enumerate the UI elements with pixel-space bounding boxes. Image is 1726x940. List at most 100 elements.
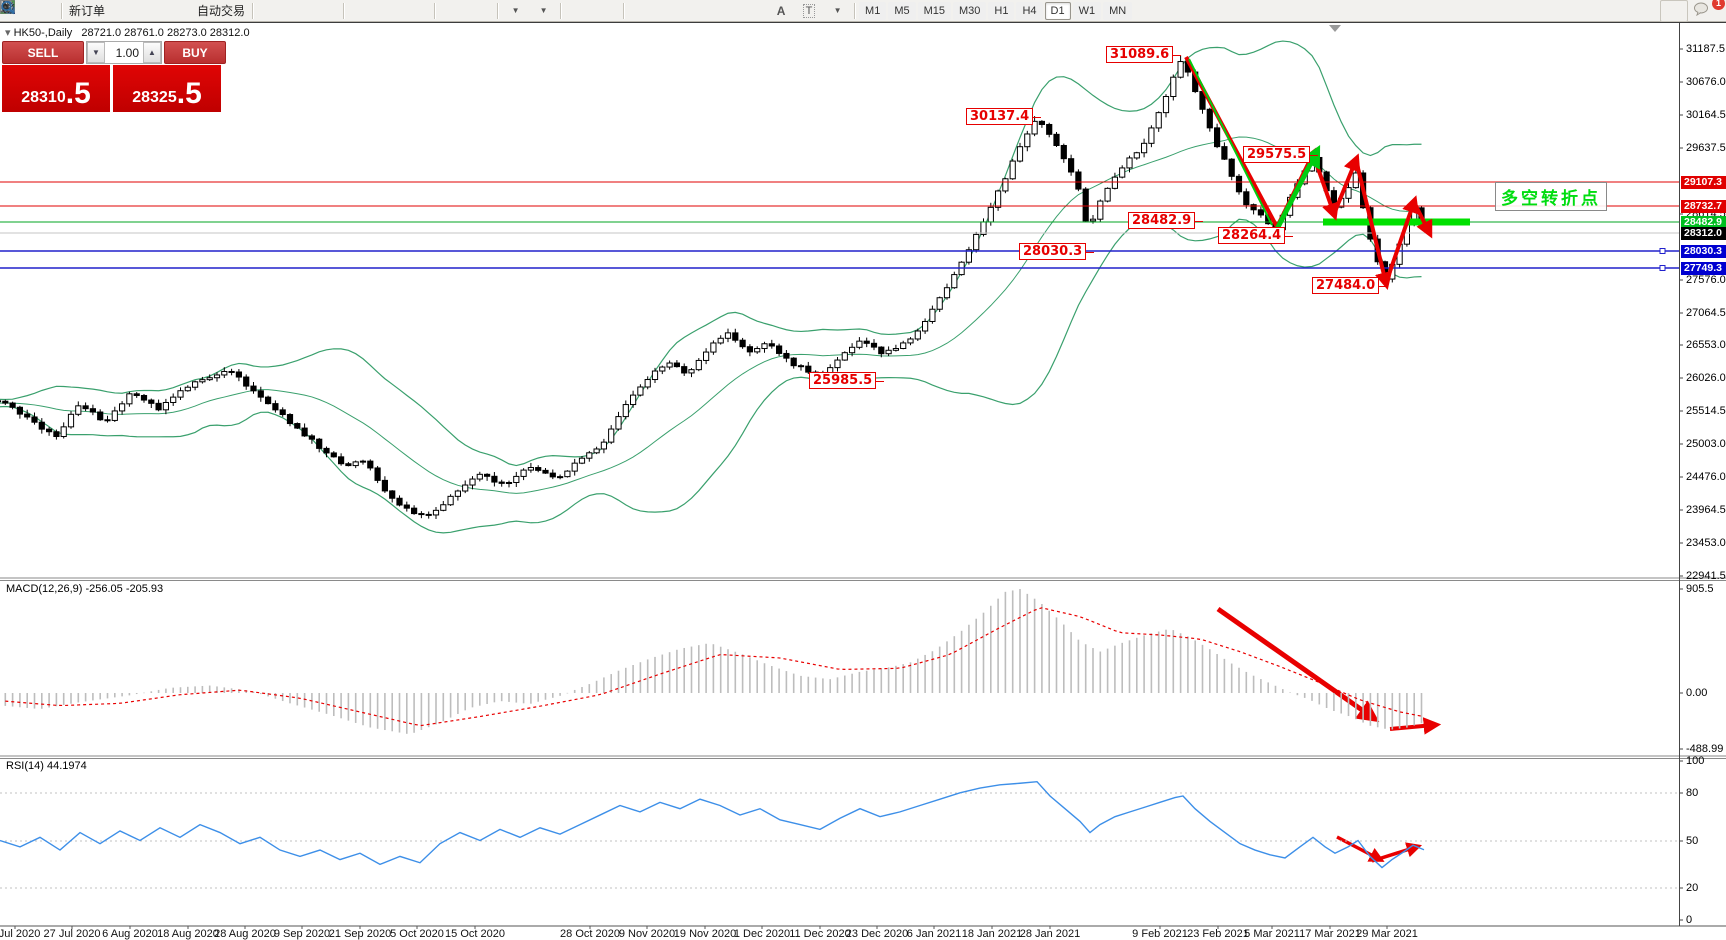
axis-tick-label: 31187.5 <box>1686 43 1725 55</box>
zoom-out-icon[interactable] <box>1 0 403 22</box>
bar-chart-mode-icon[interactable] <box>1 0 284 22</box>
date-axis-label: 18 Jan 2021 <box>961 928 1023 940</box>
macd-indicator <box>4 589 1423 734</box>
price-annotation[interactable]: 28030.3 <box>1019 243 1095 260</box>
indicators-icon[interactable]: ▼ <box>0 0 529 22</box>
channel-tool-icon[interactable]: E <box>0 0 739 22</box>
timeframe-button-M30[interactable]: M30 <box>953 1 987 20</box>
price-annotation[interactable]: 27484.0 <box>1312 277 1388 294</box>
notifications-icon[interactable]: 1 <box>1692 0 1725 22</box>
search-icon[interactable] <box>1 0 1688 22</box>
axis-tick-label: 27064.5 <box>1686 307 1726 319</box>
price-annotation[interactable]: 31089.6 <box>1106 46 1182 63</box>
date-axis-label: 28 Aug 2020 <box>214 928 276 940</box>
sell-price-panel[interactable]: 28310 .5 <box>2 65 110 112</box>
toolbar-separator <box>560 2 562 19</box>
date-axis-label: 11 Dec 2020 <box>789 928 851 940</box>
volume-increase-button[interactable]: ▲ <box>143 42 161 63</box>
window-splitter-handle[interactable] <box>1329 25 1341 32</box>
trendline-tool-icon[interactable] <box>1 0 711 22</box>
arrows-tool-icon[interactable]: ▼ <box>2 0 851 22</box>
tile-windows-icon[interactable] <box>0 0 431 22</box>
buy-button[interactable]: BUY <box>164 41 226 64</box>
profiles-icon[interactable] <box>1 0 58 22</box>
timeframe-button-MN[interactable]: MN <box>1103 1 1133 20</box>
periods-icon[interactable]: ▼ <box>1 0 557 22</box>
timeframe-button-H1[interactable]: H1 <box>988 1 1015 20</box>
timeframe-group: M1 M5 M15 M30 H1 H4 D1 W1 MN <box>858 1 1133 20</box>
new-order-label: 新订单 <box>69 4 106 18</box>
axis-tick-label: 80 <box>1686 787 1699 799</box>
signals-icon[interactable] <box>1 0 193 22</box>
text-tool-icon[interactable]: A <box>776 3 786 18</box>
timeframe-button-M5[interactable]: M5 <box>888 1 916 20</box>
timeframe-button-M1[interactable]: M1 <box>859 1 887 20</box>
auto-scroll-icon[interactable] <box>1 0 466 22</box>
date-axis-label: 9 Nov 2020 <box>618 928 676 940</box>
axis-tick-label: 0 <box>1686 914 1693 926</box>
date-axis-label: 9 Feb 2021 <box>1132 928 1188 940</box>
trend-arrow-drawings[interactable] <box>1184 56 1442 863</box>
date-axis-label: 17 Mar 2021 <box>1299 928 1361 940</box>
timeframe-button-M15[interactable]: M15 <box>917 1 951 20</box>
support-zone-bar[interactable] <box>1323 218 1470 226</box>
toolbar-separator <box>61 2 62 19</box>
price-annotation[interactable]: 28482.9 <box>1128 212 1204 229</box>
line-chart-mode-icon[interactable] <box>0 0 340 22</box>
axis-tick-label: 25003.0 <box>1686 438 1726 450</box>
date-axis-label: 9 Sep 2020 <box>273 928 331 940</box>
zoom-in-icon[interactable] <box>1 0 375 22</box>
axis-tick-label: 23964.5 <box>1686 504 1726 516</box>
axis-tick-label: 0.00 <box>1686 687 1708 699</box>
buy-price-panel[interactable]: 28325 .5 <box>113 65 221 112</box>
axis-tick-label: -488.99 <box>1686 743 1724 755</box>
eraser-icon[interactable] <box>2 0 137 22</box>
axis-tick-label: 22941.5 <box>1686 570 1726 582</box>
history-center-icon[interactable] <box>1 0 165 22</box>
fibonacci-tool-icon[interactable]: F <box>1 0 767 22</box>
date-axis-label: 15 Oct 2020 <box>445 928 505 940</box>
price-chart-canvas[interactable] <box>0 23 1726 940</box>
bollinger-bands <box>0 40 1422 534</box>
buy-price-frac: .5 <box>176 77 202 110</box>
timeframe-button-H4[interactable]: H4 <box>1016 1 1043 20</box>
vertical-line-tool-icon[interactable] <box>4 0 655 22</box>
candlestick-mode-icon[interactable] <box>2 0 312 22</box>
cursor-tool-icon[interactable] <box>3 0 592 22</box>
date-axis-label: 28 Jan 2021 <box>1019 928 1081 940</box>
price-annotation[interactable]: 25985.5 <box>809 372 885 389</box>
chart-shift-icon[interactable] <box>1 0 494 22</box>
toolbar-separator <box>434 2 436 19</box>
new-order-button[interactable]: 新订单 <box>2 0 109 22</box>
auto-trading-label: 自动交易 <box>197 4 246 18</box>
volume-decrease-button[interactable]: ▼ <box>87 42 105 63</box>
timeframe-button-D1[interactable]: D1 <box>1044 1 1071 20</box>
volume-value[interactable]: 1.00 <box>115 45 139 60</box>
toolbar-separator <box>854 2 856 19</box>
sell-button[interactable]: SELL <box>2 41 84 64</box>
chart-window[interactable]: ▾ HK50-,Daily 28721.0 28761.0 28273.0 28… <box>0 22 1726 940</box>
sell-price-frac: .5 <box>65 77 91 110</box>
axis-tick-label: 30676.0 <box>1686 76 1726 88</box>
axis-tick-label: 24476.0 <box>1686 471 1726 483</box>
date-axis-label: 5 Oct 2020 <box>390 928 444 940</box>
auto-trading-button[interactable]: 自动交易 <box>2 0 249 22</box>
price-annotation[interactable]: 29575.5 <box>1243 146 1319 163</box>
axis-tick-label: 50 <box>1686 835 1699 847</box>
axis-tick-label: 23453.0 <box>1686 537 1726 549</box>
date-axis-label: 5 Jul 2020 <box>0 928 41 940</box>
axis-tick-label: 20 <box>1686 882 1699 894</box>
timeframe-button-W1[interactable]: W1 <box>1072 1 1102 20</box>
chart-frame <box>0 23 1726 929</box>
price-annotation[interactable]: 30137.4 <box>966 108 1042 125</box>
date-axis-label: 28 Oct 2020 <box>560 928 620 940</box>
crosshair-tool-icon[interactable] <box>1 0 620 22</box>
horizontal-line-tool-icon[interactable] <box>1 0 683 22</box>
horizontal-level-lines[interactable] <box>0 181 1679 271</box>
turning-point-note[interactable]: 多空转折点 <box>1495 182 1607 211</box>
label-tool-icon[interactable]: T <box>795 0 823 22</box>
collapse-caret-icon[interactable]: ▾ <box>5 27 11 39</box>
price-level-tag: 28732.7 <box>1681 199 1726 213</box>
volume-stepper: ▼ 1.00 ▲ <box>86 41 162 64</box>
price-annotation[interactable]: 28264.4 <box>1218 227 1294 244</box>
